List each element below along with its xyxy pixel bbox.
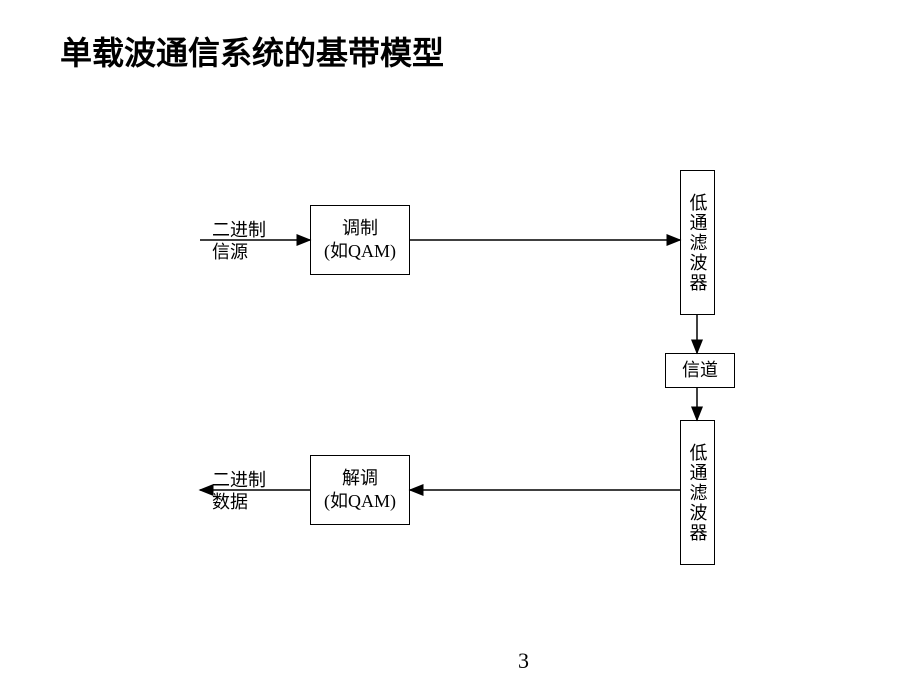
- lpf2-text: 低通滤波器: [689, 443, 707, 543]
- demodulator-line2: (如QAM): [324, 491, 396, 511]
- source-label-line2: 信源: [212, 242, 248, 262]
- output-label-line2: 数据: [212, 492, 248, 512]
- demodulator-box: 解调 (如QAM): [310, 455, 410, 525]
- lowpass-filter-1-box: 低通滤波器: [680, 170, 715, 315]
- modulator-box: 调制 (如QAM): [310, 205, 410, 275]
- demodulator-line1: 解调: [342, 468, 378, 488]
- page-number: 3: [518, 648, 529, 674]
- flow-arrows: [0, 0, 920, 690]
- lowpass-filter-2-box: 低通滤波器: [680, 420, 715, 565]
- output-label: 二进制 数据: [212, 470, 272, 513]
- modulator-line2: (如QAM): [324, 241, 396, 261]
- modulator-line1: 调制: [342, 218, 378, 238]
- source-label-line1: 二进制: [212, 220, 266, 240]
- output-label-line1: 二进制: [212, 470, 266, 490]
- channel-box: 信道: [665, 353, 735, 388]
- channel-text: 信道: [682, 360, 718, 380]
- source-label: 二进制 信源: [212, 220, 272, 263]
- page-title: 单载波通信系统的基带模型: [60, 28, 444, 74]
- lpf1-text: 低通滤波器: [689, 193, 707, 293]
